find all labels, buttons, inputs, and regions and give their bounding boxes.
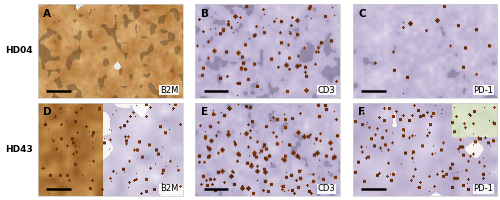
Text: B: B bbox=[201, 9, 209, 19]
Text: CD3: CD3 bbox=[318, 86, 336, 95]
Text: HD43: HD43 bbox=[5, 145, 33, 154]
Text: D: D bbox=[44, 107, 52, 117]
Text: B2M: B2M bbox=[160, 86, 178, 95]
Text: C: C bbox=[358, 9, 366, 19]
Text: B2M: B2M bbox=[160, 184, 178, 193]
Text: A: A bbox=[44, 9, 52, 19]
Text: E: E bbox=[201, 107, 208, 117]
Text: PD-1: PD-1 bbox=[474, 184, 493, 193]
Text: HD04: HD04 bbox=[5, 46, 32, 55]
Text: PD-1: PD-1 bbox=[474, 86, 493, 95]
Text: CD3: CD3 bbox=[318, 184, 336, 193]
Text: F: F bbox=[358, 107, 366, 117]
